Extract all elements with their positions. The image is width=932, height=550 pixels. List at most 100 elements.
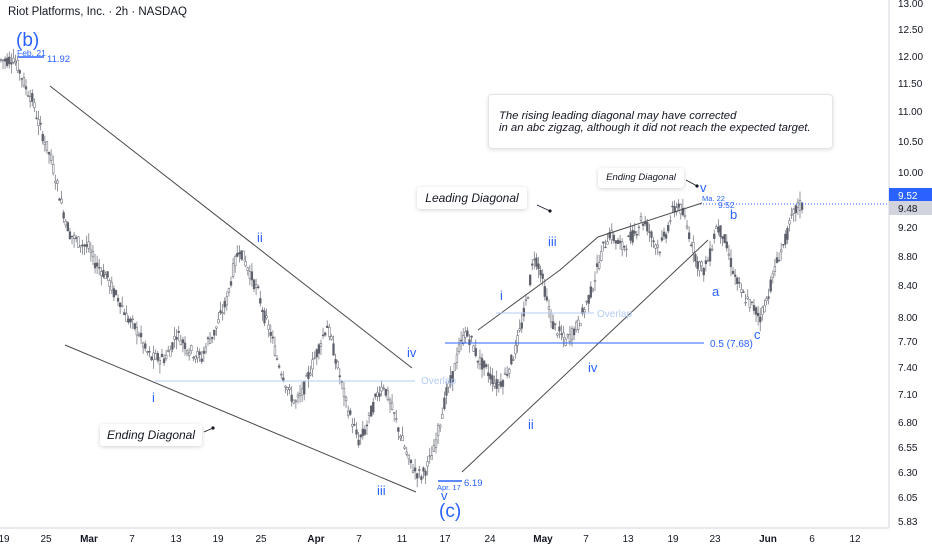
candle-body: [740, 289, 743, 293]
candle-body: [616, 239, 620, 244]
wave-label: a: [712, 284, 720, 299]
price-mark-value: 11.92: [47, 54, 70, 65]
candle-body: [531, 263, 534, 266]
candle-body: [472, 345, 475, 352]
candle-body: [798, 200, 802, 211]
trendline-lower-left: [64, 344, 417, 493]
candle-body: [405, 451, 408, 455]
candle-body: [361, 428, 364, 436]
candle-body: [317, 344, 321, 354]
candle-body: [196, 351, 199, 359]
wave-label: (c): [439, 501, 461, 522]
candle-body: [305, 375, 308, 377]
price-tick-label: 5.83: [898, 517, 918, 528]
candle-body: [234, 256, 237, 267]
candle-body: [294, 400, 298, 402]
candle-body: [219, 310, 222, 314]
note-box[interactable]: The rising leading diagonal may have cor…: [488, 94, 833, 149]
candle-body: [286, 387, 289, 391]
candle-body: [610, 229, 613, 241]
candle-body: [713, 233, 716, 239]
candle-body: [102, 270, 105, 278]
candle-body: [265, 315, 268, 319]
candle-body: [118, 302, 122, 308]
candle-body: [459, 339, 463, 342]
candle-body: [200, 358, 203, 362]
candle-body: [679, 204, 682, 215]
chart-title: Riot Platforms, Inc. · 2h · NASDAQ: [8, 6, 187, 18]
candle-body: [370, 405, 373, 417]
last-price-tag-upper-text: 9.52: [898, 191, 918, 202]
candle-body: [650, 231, 653, 238]
candle-body: [47, 152, 51, 155]
price-tick-label: 11.50: [898, 79, 923, 90]
candle-body: [575, 321, 578, 331]
candle-body: [780, 249, 783, 253]
wave-label: ii: [257, 230, 263, 245]
candle-body: [468, 339, 471, 346]
trendline-upper-left: [49, 85, 413, 369]
candle-body: [202, 350, 205, 354]
ending-diagonal-label-right[interactable]: Ending Diagonal: [598, 168, 684, 188]
candle-body: [217, 319, 220, 324]
candle-body: [759, 316, 762, 323]
candle-body: [280, 373, 283, 376]
ending-diagonal-label-left[interactable]: Ending Diagonal: [100, 424, 202, 446]
candle-body: [748, 299, 751, 308]
price-tick-label: 11.00: [898, 107, 923, 118]
price-tick-label: 6.80: [898, 418, 918, 429]
candle-body: [432, 444, 436, 452]
candle-body: [300, 388, 304, 396]
price-tick-label: 8.40: [898, 281, 918, 292]
candle-body: [470, 335, 473, 338]
candle-body: [33, 102, 36, 109]
candle-body: [269, 331, 272, 336]
candle-body: [727, 253, 731, 256]
candle-body: [556, 333, 559, 336]
time-tick-label: 11: [397, 534, 408, 545]
candle-body: [142, 342, 145, 348]
price-tick-label: 9.20: [898, 223, 918, 234]
candle-body: [395, 418, 398, 420]
candle-body: [520, 322, 523, 329]
candle-body: [424, 470, 427, 476]
candle-body: [215, 326, 218, 329]
candle-body: [135, 327, 139, 336]
candle-body: [734, 274, 737, 277]
candle-body: [160, 353, 164, 358]
candle-body: [321, 334, 325, 337]
leading-diagonal-label[interactable]: Leading Diagonal: [417, 187, 527, 209]
candle-body: [246, 267, 249, 271]
candle-body: [208, 338, 212, 344]
price-tick-label: 7.40: [898, 363, 918, 374]
candle-body: [633, 231, 636, 234]
candle-body: [614, 240, 618, 244]
candle-body: [451, 371, 454, 383]
candle-body: [169, 349, 172, 357]
candle-body: [273, 345, 277, 356]
candle-body: [773, 266, 777, 272]
candle-body: [37, 119, 40, 126]
candle-body: [482, 360, 486, 368]
candle-body: [254, 284, 258, 288]
candle-body: [152, 352, 155, 361]
candle-body: [52, 164, 55, 174]
candle-body: [667, 225, 670, 232]
candle-body: [447, 382, 450, 388]
candle-body: [49, 154, 53, 161]
candle-body: [81, 244, 84, 246]
candle-body: [495, 379, 498, 389]
candle-body: [332, 343, 335, 356]
candle-body: [319, 343, 323, 347]
candle-body: [351, 423, 354, 427]
candle-body: [746, 296, 749, 299]
candle-body: [39, 123, 42, 125]
candle-body: [190, 345, 193, 352]
candle-body: [434, 439, 438, 448]
candle-body: [116, 297, 120, 302]
candle-body: [250, 271, 254, 281]
candle-body: [782, 244, 785, 246]
price-tick-label: 12.50: [898, 25, 923, 36]
candle-body: [710, 248, 714, 251]
